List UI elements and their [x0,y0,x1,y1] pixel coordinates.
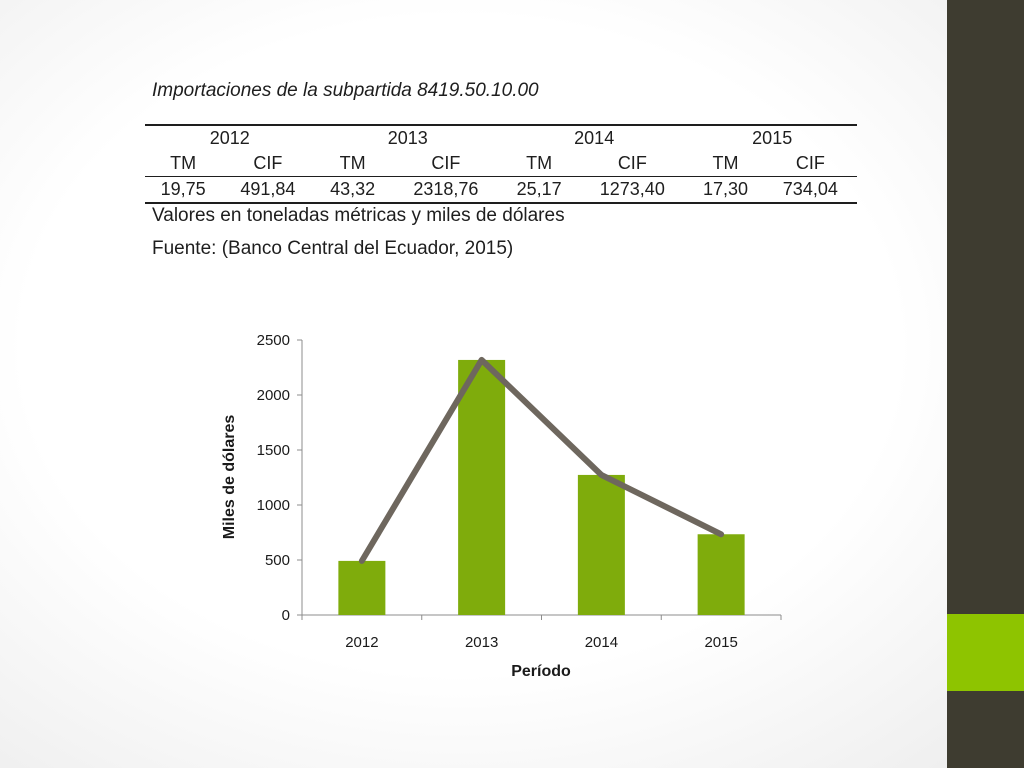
table-cell: 25,17 [500,176,578,204]
x-tick-label: 2015 [704,634,737,651]
sub-header: CIF [390,151,501,177]
table-cell: 43,32 [314,176,391,204]
bar [338,560,386,615]
table-row: 19,75 491,84 43,32 2318,76 25,17 1273,40… [145,176,857,204]
year-header: 2013 [314,124,501,151]
bar [458,359,506,615]
x-tick-label: 2012 [345,634,378,651]
table-cell: 19,75 [145,176,222,204]
y-tick-label: 0 [282,607,290,624]
bar [697,534,745,615]
sub-header: TM [314,151,391,177]
sub-header: CIF [577,151,688,177]
cif-line [358,356,725,564]
table-cell: 2318,76 [390,176,501,204]
y-tick-label: 500 [265,552,290,569]
y-tick-label: 1000 [257,497,290,514]
bar [577,474,625,615]
x-tick-label: 2014 [585,634,618,651]
year-header: 2015 [687,124,857,151]
side-accent-block [947,614,1024,691]
table-title: Importaciones de la subpartida 8419.50.1… [152,80,539,101]
table-subheader-row: TM CIF TM CIF TM CIF TM CIF [145,151,857,177]
sub-header: CIF [763,151,857,177]
x-tick-label: 2013 [465,634,498,651]
year-header: 2014 [500,124,688,151]
units-note: Valores en toneladas métricas y miles de… [152,205,565,226]
table-cell: 1273,40 [577,176,688,204]
table-cell: 491,84 [221,176,315,204]
table-cell: 17,30 [687,176,764,204]
y-tick-label: 2500 [257,332,290,349]
sub-header: TM [500,151,578,177]
source-note: Fuente: (Banco Central del Ecuador, 2015… [152,238,514,259]
line-series [358,356,725,564]
table-cell: 734,04 [763,176,857,204]
y-axis-label: Miles de dólares [221,415,238,540]
imports-table: 2012 2013 2014 2015 TM CIF TM CIF TM CIF… [145,124,857,204]
table-year-row: 2012 2013 2014 2015 [145,124,857,151]
x-axis: 2012 2013 2014 2015 [301,614,782,651]
sub-header: TM [687,151,764,177]
year-header: 2012 [145,124,315,151]
y-axis: 0 500 1000 1500 2000 2500 [257,332,303,624]
y-tick-label: 2000 [257,387,290,404]
y-tick-label: 1500 [257,442,290,459]
sub-header: TM [145,151,222,177]
bar-series [338,359,745,615]
x-axis-label: Período [511,663,571,680]
sub-header: CIF [221,151,315,177]
